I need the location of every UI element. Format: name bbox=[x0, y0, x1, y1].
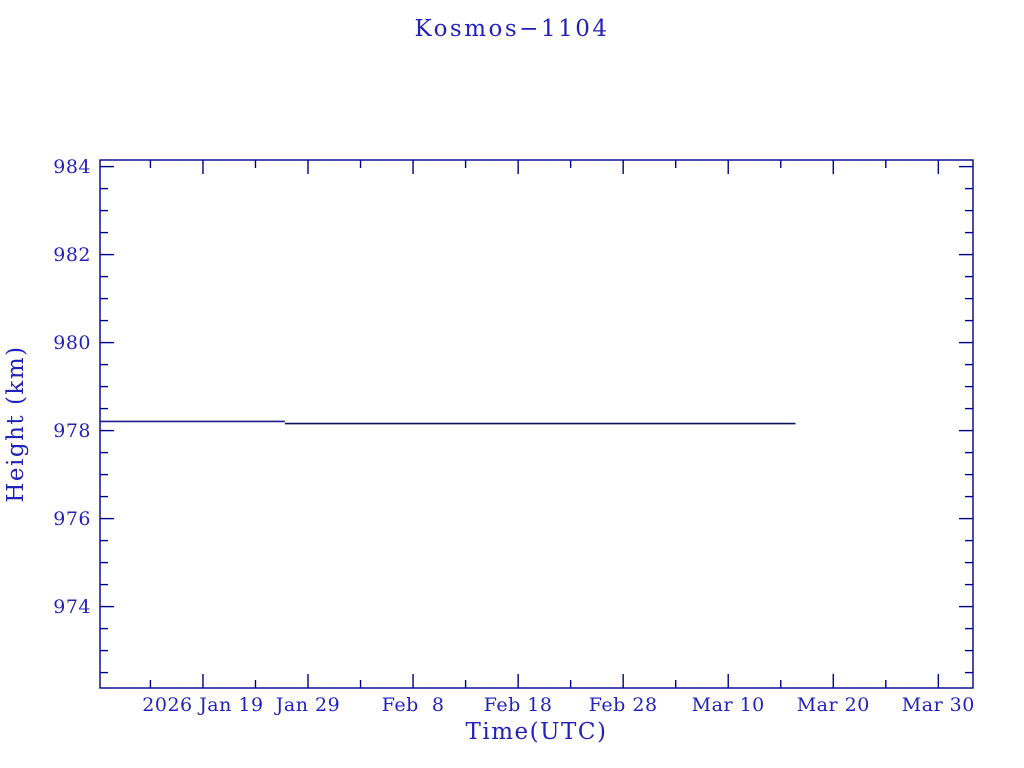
y-tick-label: 978 bbox=[53, 420, 91, 442]
x-tick-label: Jan 29 bbox=[274, 694, 340, 716]
y-axis-title: Height (km) bbox=[3, 345, 29, 503]
y-tick-label: 974 bbox=[53, 596, 91, 618]
x-tick-label: 2026 Jan 19 bbox=[142, 694, 263, 716]
y-tick-label: 982 bbox=[53, 244, 91, 266]
x-tick-label: Feb 8 bbox=[382, 694, 445, 716]
x-tick-label: Feb 18 bbox=[484, 694, 553, 716]
plot-frame bbox=[99, 159, 974, 689]
chart-title: Kosmos−1104 bbox=[414, 16, 610, 42]
y-tick-label: 984 bbox=[53, 156, 91, 178]
x-tick-label: Mar 30 bbox=[902, 694, 975, 716]
y-tick-label: 976 bbox=[53, 508, 91, 530]
y-tick-label: 980 bbox=[53, 332, 91, 354]
x-tick-label: Mar 20 bbox=[797, 694, 870, 716]
x-tick-label: Mar 10 bbox=[692, 694, 765, 716]
x-tick-label: Feb 28 bbox=[589, 694, 658, 716]
x-axis-title: Time(UTC) bbox=[465, 719, 608, 745]
